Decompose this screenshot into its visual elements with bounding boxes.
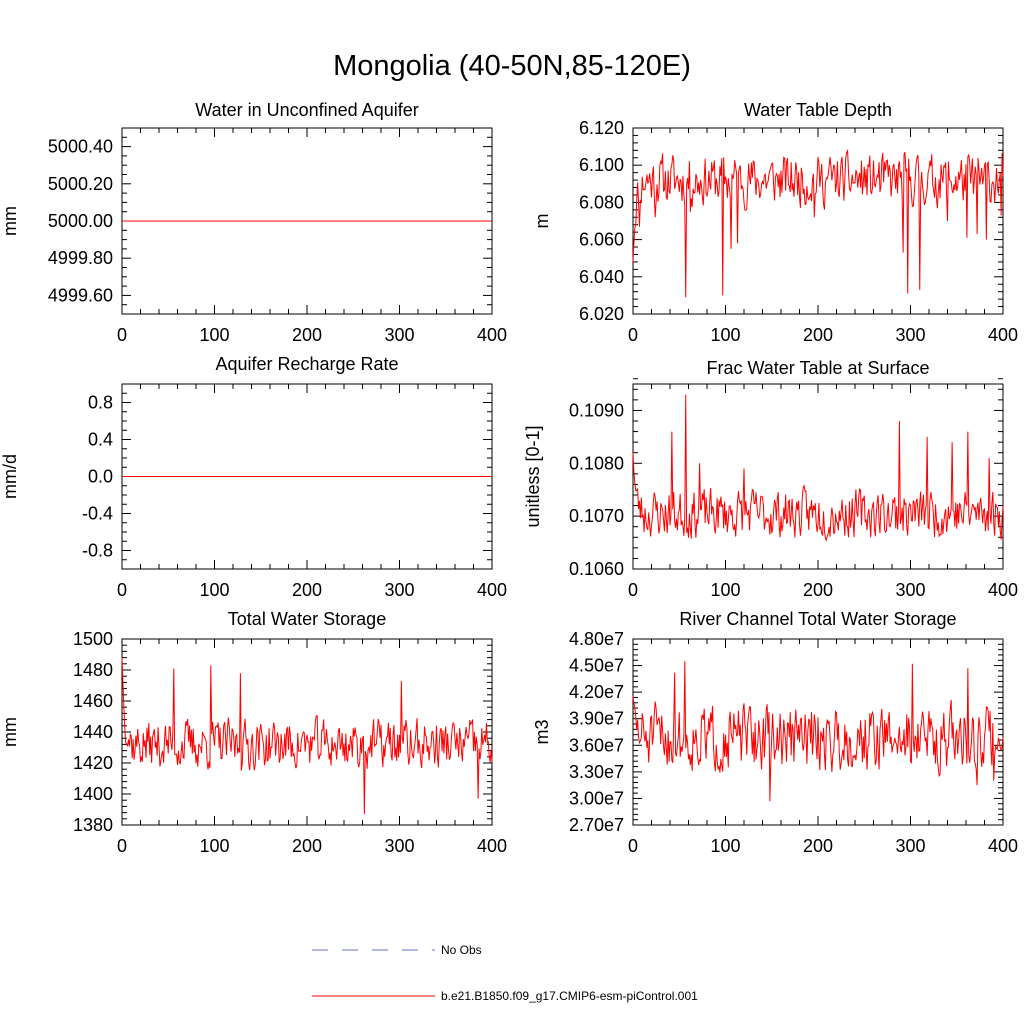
panel-title: River Channel Total Water Storage — [679, 609, 956, 629]
y-tick-label: 1440 — [73, 722, 113, 742]
y-tick-label: 6.100 — [579, 155, 624, 175]
y-tick-label: -0.4 — [82, 504, 113, 524]
chart-panel-water-table-depth: Water Table Depth 0 100 200 300 400 6.020 6.040… — [532, 100, 1018, 345]
x-tick-label: 200 — [292, 580, 322, 600]
x-tick-label: 200 — [803, 580, 833, 600]
y-tick-label: 4999.60 — [48, 285, 113, 305]
chart-panel-aquifer-recharge: Aquifer Recharge Rate 0 100 200 300 400 -0.8 -0… — [0, 354, 507, 600]
panel-title: Frac Water Table at Surface — [706, 358, 929, 378]
y-tick-label: 4.50e7 — [569, 656, 624, 676]
y-axis-label: mm/d — [0, 454, 20, 499]
chart-panel-unconfined-aquifer: Water in Unconfined Aquifer 0 100 200 300 400… — [0, 100, 507, 345]
y-axis-label: mm — [0, 206, 20, 236]
series-line — [632, 394, 1004, 542]
y-tick-label: 0.1070 — [569, 506, 624, 526]
y-tick-label: 4999.80 — [48, 248, 113, 268]
x-tick-label: 0 — [117, 580, 127, 600]
x-tick-label: 200 — [803, 836, 833, 856]
y-axis-label: m — [532, 214, 552, 229]
x-tick-label: 300 — [895, 325, 925, 345]
x-tick-label: 200 — [292, 836, 322, 856]
y-tick-label: 6.120 — [579, 118, 624, 138]
y-tick-label: 4.20e7 — [569, 682, 624, 702]
y-axis-label: unitless [0-1] — [523, 425, 543, 527]
x-tick-label: 400 — [477, 325, 507, 345]
y-tick-label: 3.30e7 — [569, 762, 624, 782]
y-tick-label: 3.60e7 — [569, 735, 624, 755]
y-tick-label: 1400 — [73, 784, 113, 804]
x-tick-label: 300 — [895, 836, 925, 856]
x-tick-label: 0 — [628, 325, 638, 345]
x-tick-label: 400 — [988, 836, 1018, 856]
x-tick-label: 0 — [628, 836, 638, 856]
x-tick-label: 0 — [628, 580, 638, 600]
y-tick-label: 0.8 — [88, 393, 113, 413]
x-tick-label: 100 — [199, 836, 229, 856]
plot-frame — [632, 383, 1004, 570]
y-tick-label: 2.70e7 — [569, 815, 624, 835]
y-tick-label: 0.1060 — [569, 559, 624, 579]
x-tick-label: 0 — [117, 325, 127, 345]
x-tick-label: 300 — [895, 580, 925, 600]
y-tick-label: 3.90e7 — [569, 709, 624, 729]
x-tick-label: 100 — [199, 580, 229, 600]
y-tick-label: -0.8 — [82, 541, 113, 561]
y-tick-label: 1500 — [73, 629, 113, 649]
x-tick-label: 100 — [710, 836, 740, 856]
y-axis-label: m3 — [532, 719, 552, 744]
x-tick-label: 300 — [384, 836, 414, 856]
y-tick-label: 6.020 — [579, 304, 624, 324]
y-tick-label: 0.1080 — [569, 453, 624, 473]
y-tick-label: 0.4 — [88, 430, 113, 450]
series-line — [632, 148, 1004, 298]
panel-title: Water in Unconfined Aquifer — [195, 100, 418, 120]
series-line — [121, 657, 493, 815]
x-tick-label: 100 — [199, 325, 229, 345]
y-tick-label: 1380 — [73, 815, 113, 835]
chart-panel-frac-water-table: Frac Water Table at Surface 0 100 200 300 400… — [523, 358, 1018, 600]
x-tick-label: 400 — [477, 836, 507, 856]
x-tick-label: 300 — [384, 580, 414, 600]
y-tick-label: 5000.00 — [48, 211, 113, 231]
x-tick-label: 100 — [710, 325, 740, 345]
legend-model-label: b.e21.B1850.f09_g17.CMIP6-esm-piControl.… — [441, 989, 698, 1003]
panel-title: Total Water Storage — [228, 609, 386, 629]
y-axis-label: mm — [0, 717, 20, 747]
x-tick-label: 100 — [710, 580, 740, 600]
x-tick-label: 400 — [988, 580, 1018, 600]
y-tick-label: 0.1090 — [569, 400, 624, 420]
x-tick-label: 200 — [803, 325, 833, 345]
x-tick-label: 400 — [477, 580, 507, 600]
chart-panels: Water in Unconfined Aquifer 0 100 200 300 400… — [0, 100, 1018, 856]
x-tick-label: 400 — [988, 325, 1018, 345]
y-tick-label: 5000.20 — [48, 174, 113, 194]
y-tick-label: 1480 — [73, 660, 113, 680]
x-tick-label: 300 — [384, 325, 414, 345]
panel-title: Water Table Depth — [744, 100, 892, 120]
y-tick-label: 3.00e7 — [569, 788, 624, 808]
chart-panel-river-channel-storage: River Channel Total Water Storage 0 100 200… — [532, 609, 1018, 856]
y-tick-label: 5000.40 — [48, 137, 113, 157]
y-tick-label: 0.0 — [88, 467, 113, 487]
y-tick-label: 6.060 — [579, 230, 624, 250]
chart-panel-total-water-storage: Total Water Storage 0 100 200 300 400 1380 1400… — [0, 609, 507, 856]
legend-obs-label: No Obs — [441, 943, 482, 957]
y-tick-label: 4.80e7 — [569, 629, 624, 649]
x-tick-label: 0 — [117, 836, 127, 856]
x-tick-label: 200 — [292, 325, 322, 345]
legend: No Obs b.e21.B1850.f09_g17.CMIP6-esm-piC… — [312, 943, 698, 1003]
y-tick-label: 6.080 — [579, 192, 624, 212]
figure-title: Mongolia (40-50N,85-120E) — [333, 50, 691, 82]
series-line — [632, 661, 1004, 802]
panel-title: Aquifer Recharge Rate — [215, 354, 398, 374]
y-tick-label: 6.040 — [579, 267, 624, 287]
y-tick-label: 1460 — [73, 691, 113, 711]
y-tick-label: 1420 — [73, 753, 113, 773]
